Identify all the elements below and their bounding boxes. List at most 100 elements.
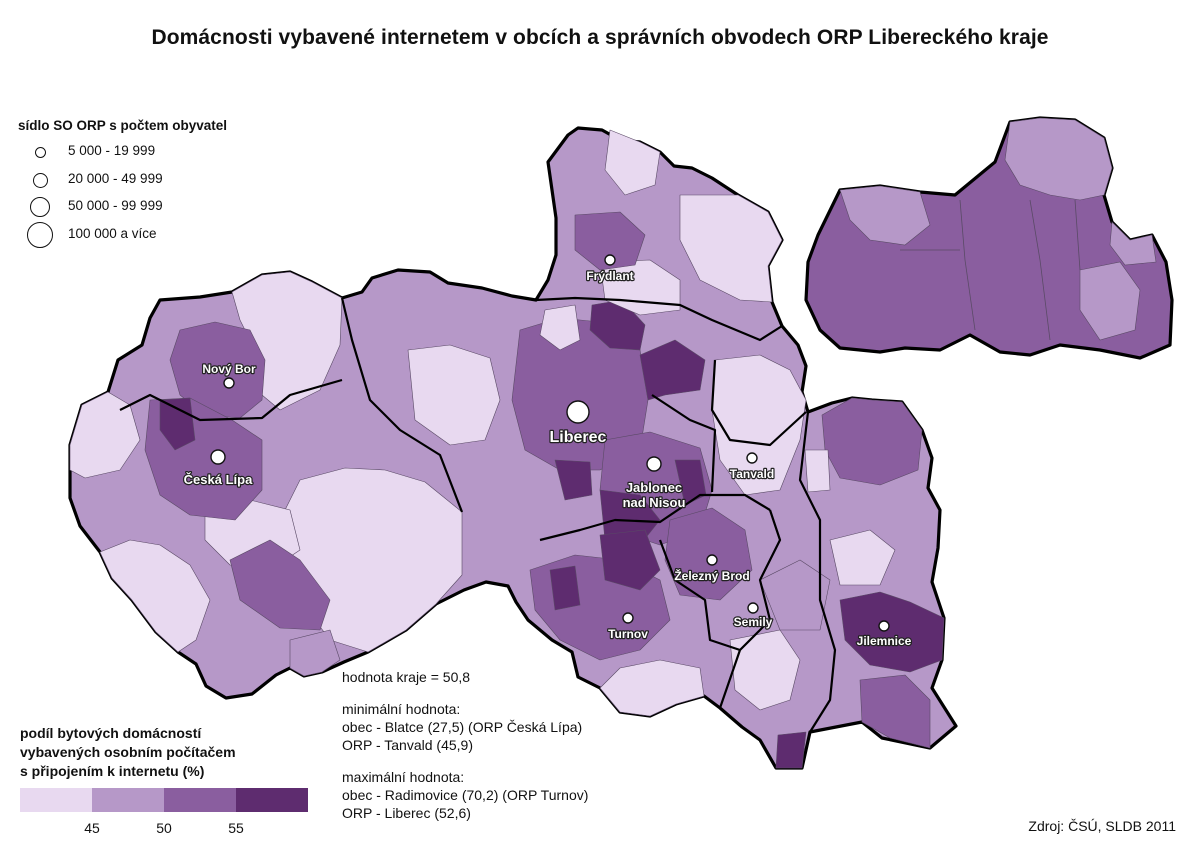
- size-circle-xlarge-icon: [27, 221, 53, 248]
- municipality-patches: [69, 129, 945, 769]
- patch-liberec-west-light: [407, 344, 501, 446]
- legend-tick: 45: [84, 820, 100, 836]
- city-label: Turnov: [608, 627, 648, 641]
- color-legend-heading-line: vybavených osobním počítačem: [20, 744, 236, 760]
- stats-region: hodnota kraje = 50,8: [342, 668, 588, 686]
- detached-patch-north-mid: [1004, 117, 1113, 201]
- color-legend-heading-line: podíl bytových domácností: [20, 725, 202, 741]
- size-legend-label: 20 000 - 49 999: [68, 170, 163, 186]
- city-label: Liberec: [550, 429, 607, 446]
- patch-ceska-lipa-south-dark: [229, 539, 331, 631]
- region-detached-northeast: [804, 116, 1174, 360]
- legend-tick: 55: [228, 820, 244, 836]
- boundary-liberec-jablonec: [651, 394, 717, 493]
- detached-patch-east-mid-b: [1109, 221, 1157, 266]
- city-label: Frýdlant: [586, 269, 633, 283]
- patch-frydlant-dark: [574, 211, 646, 271]
- max-obec: obec - Radimovice (70,2) (ORP Turnov): [342, 787, 589, 803]
- city-label: Jablonec: [626, 480, 682, 495]
- boundary-jilemnice: [798, 411, 837, 733]
- city-label: Semily: [734, 615, 773, 629]
- swatch-class-3: [164, 788, 236, 812]
- city-nový-bor: Nový Bor: [201, 361, 257, 389]
- stats-max: maximální hodnota: obec - Radimovice (70…: [342, 768, 588, 822]
- orp-boundaries: [119, 296, 837, 733]
- city-marker-icon: [646, 456, 662, 472]
- patch-liberec-north-light: [539, 304, 581, 351]
- boundary-liberec-frydlant: [535, 296, 783, 342]
- min-obec: obec - Blatce (27,5) (ORP Česká Lípa): [342, 719, 583, 735]
- patch-novy-bor-dark: [169, 321, 266, 419]
- patch-jilemnice-south-dark: [859, 674, 931, 749]
- stats-panel: hodnota kraje = 50,8 minimální hodnota: …: [342, 668, 588, 836]
- patch-turnov-south-light: [599, 659, 705, 717]
- size-legend-label: 5 000 - 19 999: [68, 143, 156, 158]
- patch-tanvald-light: [711, 354, 807, 496]
- patch-ceska-lipa-west-light: [69, 391, 141, 479]
- size-circle-medium-icon: [33, 172, 48, 188]
- city-label: Tanvald: [730, 467, 774, 481]
- boundary-semily: [718, 509, 782, 709]
- size-legend: sídlo SO ORP s počtem obyvatel 5 000 - 1…: [18, 118, 227, 253]
- city-marker-icon: [747, 602, 759, 614]
- city-label: Nový Bor: [202, 362, 256, 376]
- detached-inner-line: [900, 199, 1081, 341]
- legend-tick: 50: [156, 820, 172, 836]
- size-circle-small-icon: [35, 147, 46, 158]
- min-heading: minimální hodnota:: [342, 701, 461, 717]
- stats-min: minimální hodnota: obec - Blatce (27,5) …: [342, 700, 588, 754]
- patch-ceska-lipa-southeast-mid: [289, 629, 341, 677]
- city-semily: Semily: [732, 602, 774, 630]
- map-title: Domácnosti vybavené internetem v obcích …: [151, 26, 1049, 49]
- detached-patch-west-mid: [839, 185, 931, 246]
- patch-frydlant-north-light: [604, 129, 661, 196]
- patch-liberec-south-darkest: [554, 459, 593, 501]
- city-marker-icon: [223, 377, 235, 389]
- patch-jilemnice-light: [829, 529, 896, 586]
- city-česká-lípa: Česká Lípa: [182, 449, 254, 488]
- city-železný-brod: Železný Brod: [673, 554, 751, 584]
- city-marker-icon: [210, 449, 226, 465]
- max-orp: ORP - Liberec (52,6): [342, 805, 471, 821]
- patch-semily-south-darkest: [775, 731, 807, 769]
- min-orp: ORP - Tanvald (45,9): [342, 737, 473, 753]
- city-marker-icon: [878, 620, 890, 632]
- size-legend-label: 100 000 a více: [68, 225, 157, 241]
- city-label: nad Nisou: [623, 495, 686, 510]
- city-marker-icon: [604, 254, 616, 266]
- color-legend-heading: podíl bytových domácností vybavených oso…: [20, 724, 236, 781]
- size-legend-heading: sídlo SO ORP s počtem obyvatel: [18, 118, 228, 133]
- boundary-novy-bor-ceska-lipa: [119, 378, 343, 422]
- patch-ceska-lipa-darkest: [159, 397, 196, 451]
- city-jilemnice: Jilemnice: [855, 620, 913, 649]
- city-label: Železný Brod: [674, 568, 749, 583]
- patch-semily-mid: [759, 559, 831, 631]
- boundary-turnov-zelezny-brod: [658, 539, 741, 652]
- region-value: hodnota kraje = 50,8: [342, 669, 471, 685]
- city-tanvald: Tanvald: [729, 452, 775, 482]
- swatch-class-1: [20, 788, 92, 812]
- patch-jilemnice-darkest: [839, 591, 945, 673]
- city-marker-icon: [746, 452, 758, 464]
- city-turnov: Turnov: [607, 612, 649, 642]
- city-liberec: Liberec: [548, 400, 608, 447]
- patch-jilemnice-north-dark: [821, 397, 923, 486]
- size-circle-large-icon: [30, 197, 50, 217]
- source-note: Zdroj: ČSÚ, SLDB 2011: [1028, 818, 1176, 834]
- city-frýdlant: Frýdlant: [585, 254, 635, 284]
- size-legend-row: 100 000 a více: [18, 221, 227, 254]
- detached-patch-east-mid: [1079, 261, 1141, 341]
- size-legend-row: 50 000 - 99 999: [18, 197, 227, 226]
- patch-turnov-darkest-b: [599, 529, 661, 591]
- swatch-class-4: [236, 788, 308, 812]
- city-label: Jilemnice: [857, 634, 912, 648]
- patch-zelezny-brod-dark: [664, 507, 753, 601]
- color-legend-swatches: [20, 788, 310, 812]
- boundary-ceska-lipa-liberec: [340, 297, 464, 513]
- city-marker-icon: [706, 554, 718, 566]
- color-legend-heading-line: s připojením k internetu (%): [20, 763, 205, 779]
- boundary-jablonec-turnov: [539, 493, 771, 542]
